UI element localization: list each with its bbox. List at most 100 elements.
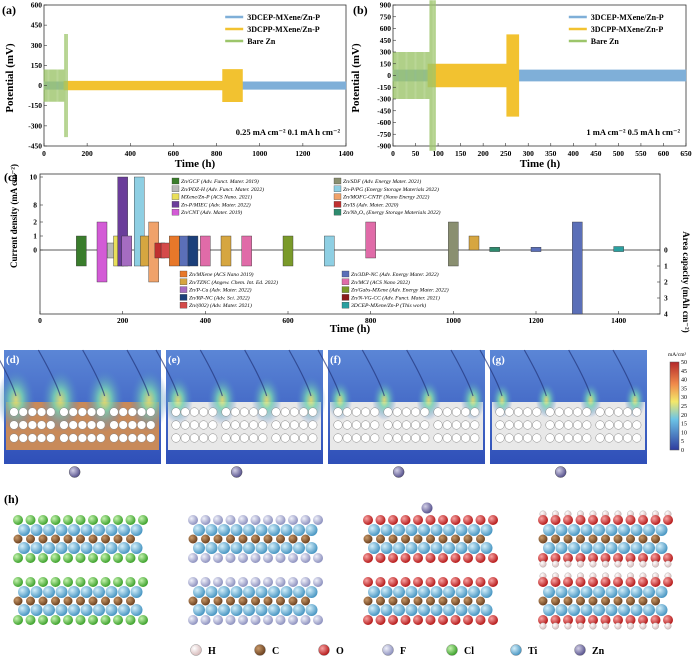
- ti-atom: [43, 604, 55, 616]
- pore-circle: [582, 407, 592, 417]
- c-atom: [38, 534, 48, 544]
- terminal-atom: [25, 515, 36, 525]
- y-tick-label: -300: [377, 95, 391, 104]
- panel-a-y-label: Potential (mV): [4, 43, 16, 113]
- colorbar-tick-label: 5: [681, 439, 684, 445]
- pore-circle: [623, 420, 633, 430]
- structure-o: [363, 502, 498, 625]
- pore-circle: [308, 407, 318, 417]
- terminal-atom: [250, 577, 261, 587]
- h-atom: [614, 622, 622, 630]
- pore-circle: [77, 433, 87, 443]
- pore-circle: [604, 433, 614, 443]
- terminal-atom: [113, 515, 123, 525]
- ti-atom: [393, 586, 405, 598]
- right-y-tick-label: 4: [664, 310, 668, 319]
- x-tick-label: 1200: [529, 316, 544, 325]
- terminal-atom: [100, 577, 111, 587]
- ti-atom: [80, 604, 93, 616]
- terminal-atom: [413, 553, 423, 563]
- legend-entry: Zn/RP-NC (Adv. Sci. 2022): [189, 294, 250, 301]
- c-atom: [88, 596, 98, 606]
- x-tick-label: 1000: [252, 149, 267, 158]
- terminal-atom: [538, 553, 548, 563]
- terminal-atom: [638, 553, 648, 563]
- legend-atom-label: O: [336, 646, 344, 657]
- terminal-atom: [650, 577, 661, 587]
- c-atom: [426, 534, 435, 544]
- pore-circle: [595, 407, 605, 417]
- y-tick-label: 150: [31, 61, 43, 70]
- panel-c-x-ticks: 0 200 400 600 800 1000 1200 1400: [38, 311, 626, 325]
- ti-atom: [405, 542, 418, 554]
- terminal-atom: [663, 615, 673, 625]
- bar-zn-mci: [200, 235, 211, 267]
- bar-zn-tznc: [468, 235, 480, 251]
- x-tick-label: 400: [200, 316, 212, 325]
- terminal-atom: [100, 615, 111, 625]
- ti-atom: [443, 586, 455, 598]
- terminal-atom: [38, 577, 48, 587]
- panel-a-label: (a): [2, 3, 16, 17]
- pore-circle: [504, 407, 514, 417]
- pore-circle: [96, 420, 106, 430]
- c-atom: [638, 596, 648, 606]
- x-tick-label: 50: [412, 149, 420, 158]
- ti-atom: [18, 604, 30, 616]
- terminal-atom: [38, 615, 48, 625]
- terminal-atom: [263, 553, 273, 563]
- pore-circle: [118, 433, 128, 443]
- legend-atom-label: Cl: [464, 646, 474, 657]
- pore-circle: [258, 420, 268, 430]
- pore-circle: [199, 420, 209, 430]
- terminal-atom: [638, 615, 648, 625]
- pore-circle: [433, 420, 443, 430]
- terminal-atom: [275, 577, 286, 587]
- h-atom: [552, 622, 559, 630]
- terminal-atom: [438, 615, 448, 625]
- ti-atom: [405, 604, 418, 616]
- c-atom: [238, 596, 248, 606]
- y-tick-label: -150: [377, 83, 391, 92]
- ti-atom: [593, 542, 605, 554]
- pore-circle: [46, 420, 56, 430]
- c-atom: [363, 534, 373, 544]
- y-tick-label: 450: [31, 21, 43, 30]
- terminal-atom: [663, 553, 673, 563]
- pore-circle: [299, 407, 309, 417]
- c-atom: [251, 596, 260, 606]
- right-y-tick-label: 3: [664, 294, 668, 303]
- pore-circle: [109, 433, 119, 443]
- ti-atom: [555, 604, 568, 616]
- pore-circle: [361, 433, 371, 443]
- terminal-atom: [225, 577, 236, 587]
- ti-atom: [455, 542, 468, 554]
- bar-zn-mci: [241, 235, 252, 267]
- terminal-atom: [450, 553, 461, 563]
- pore-circle: [68, 433, 78, 443]
- pore-circle: [37, 433, 47, 443]
- c-atom: [101, 596, 110, 606]
- ti-atom: [568, 542, 580, 554]
- h-atom: [627, 560, 634, 568]
- ti-atom: [243, 542, 255, 554]
- c-atom: [288, 596, 298, 606]
- ti-atom: [593, 586, 605, 598]
- legend-swatch: [179, 302, 188, 309]
- terminal-atom: [450, 615, 461, 625]
- pore-circle: [623, 433, 633, 443]
- terminal-atom: [588, 553, 598, 563]
- legend-entry: Zn/GCF (Adv. Funct. Mater. 2019): [181, 178, 259, 185]
- terminal-atom: [363, 515, 373, 525]
- legend-swatch: [341, 278, 350, 285]
- terminal-atom: [488, 553, 498, 563]
- terminal-atom: [363, 553, 373, 563]
- left-y-tick-label: 2: [33, 218, 37, 227]
- terminal-atom: [663, 515, 673, 525]
- terminal-atom: [225, 515, 236, 525]
- y-tick-label: 300: [31, 41, 43, 50]
- ti-atom: [568, 604, 580, 616]
- c-atom: [13, 596, 23, 606]
- terminal-atom: [63, 553, 73, 563]
- terminal-atom: [463, 615, 473, 625]
